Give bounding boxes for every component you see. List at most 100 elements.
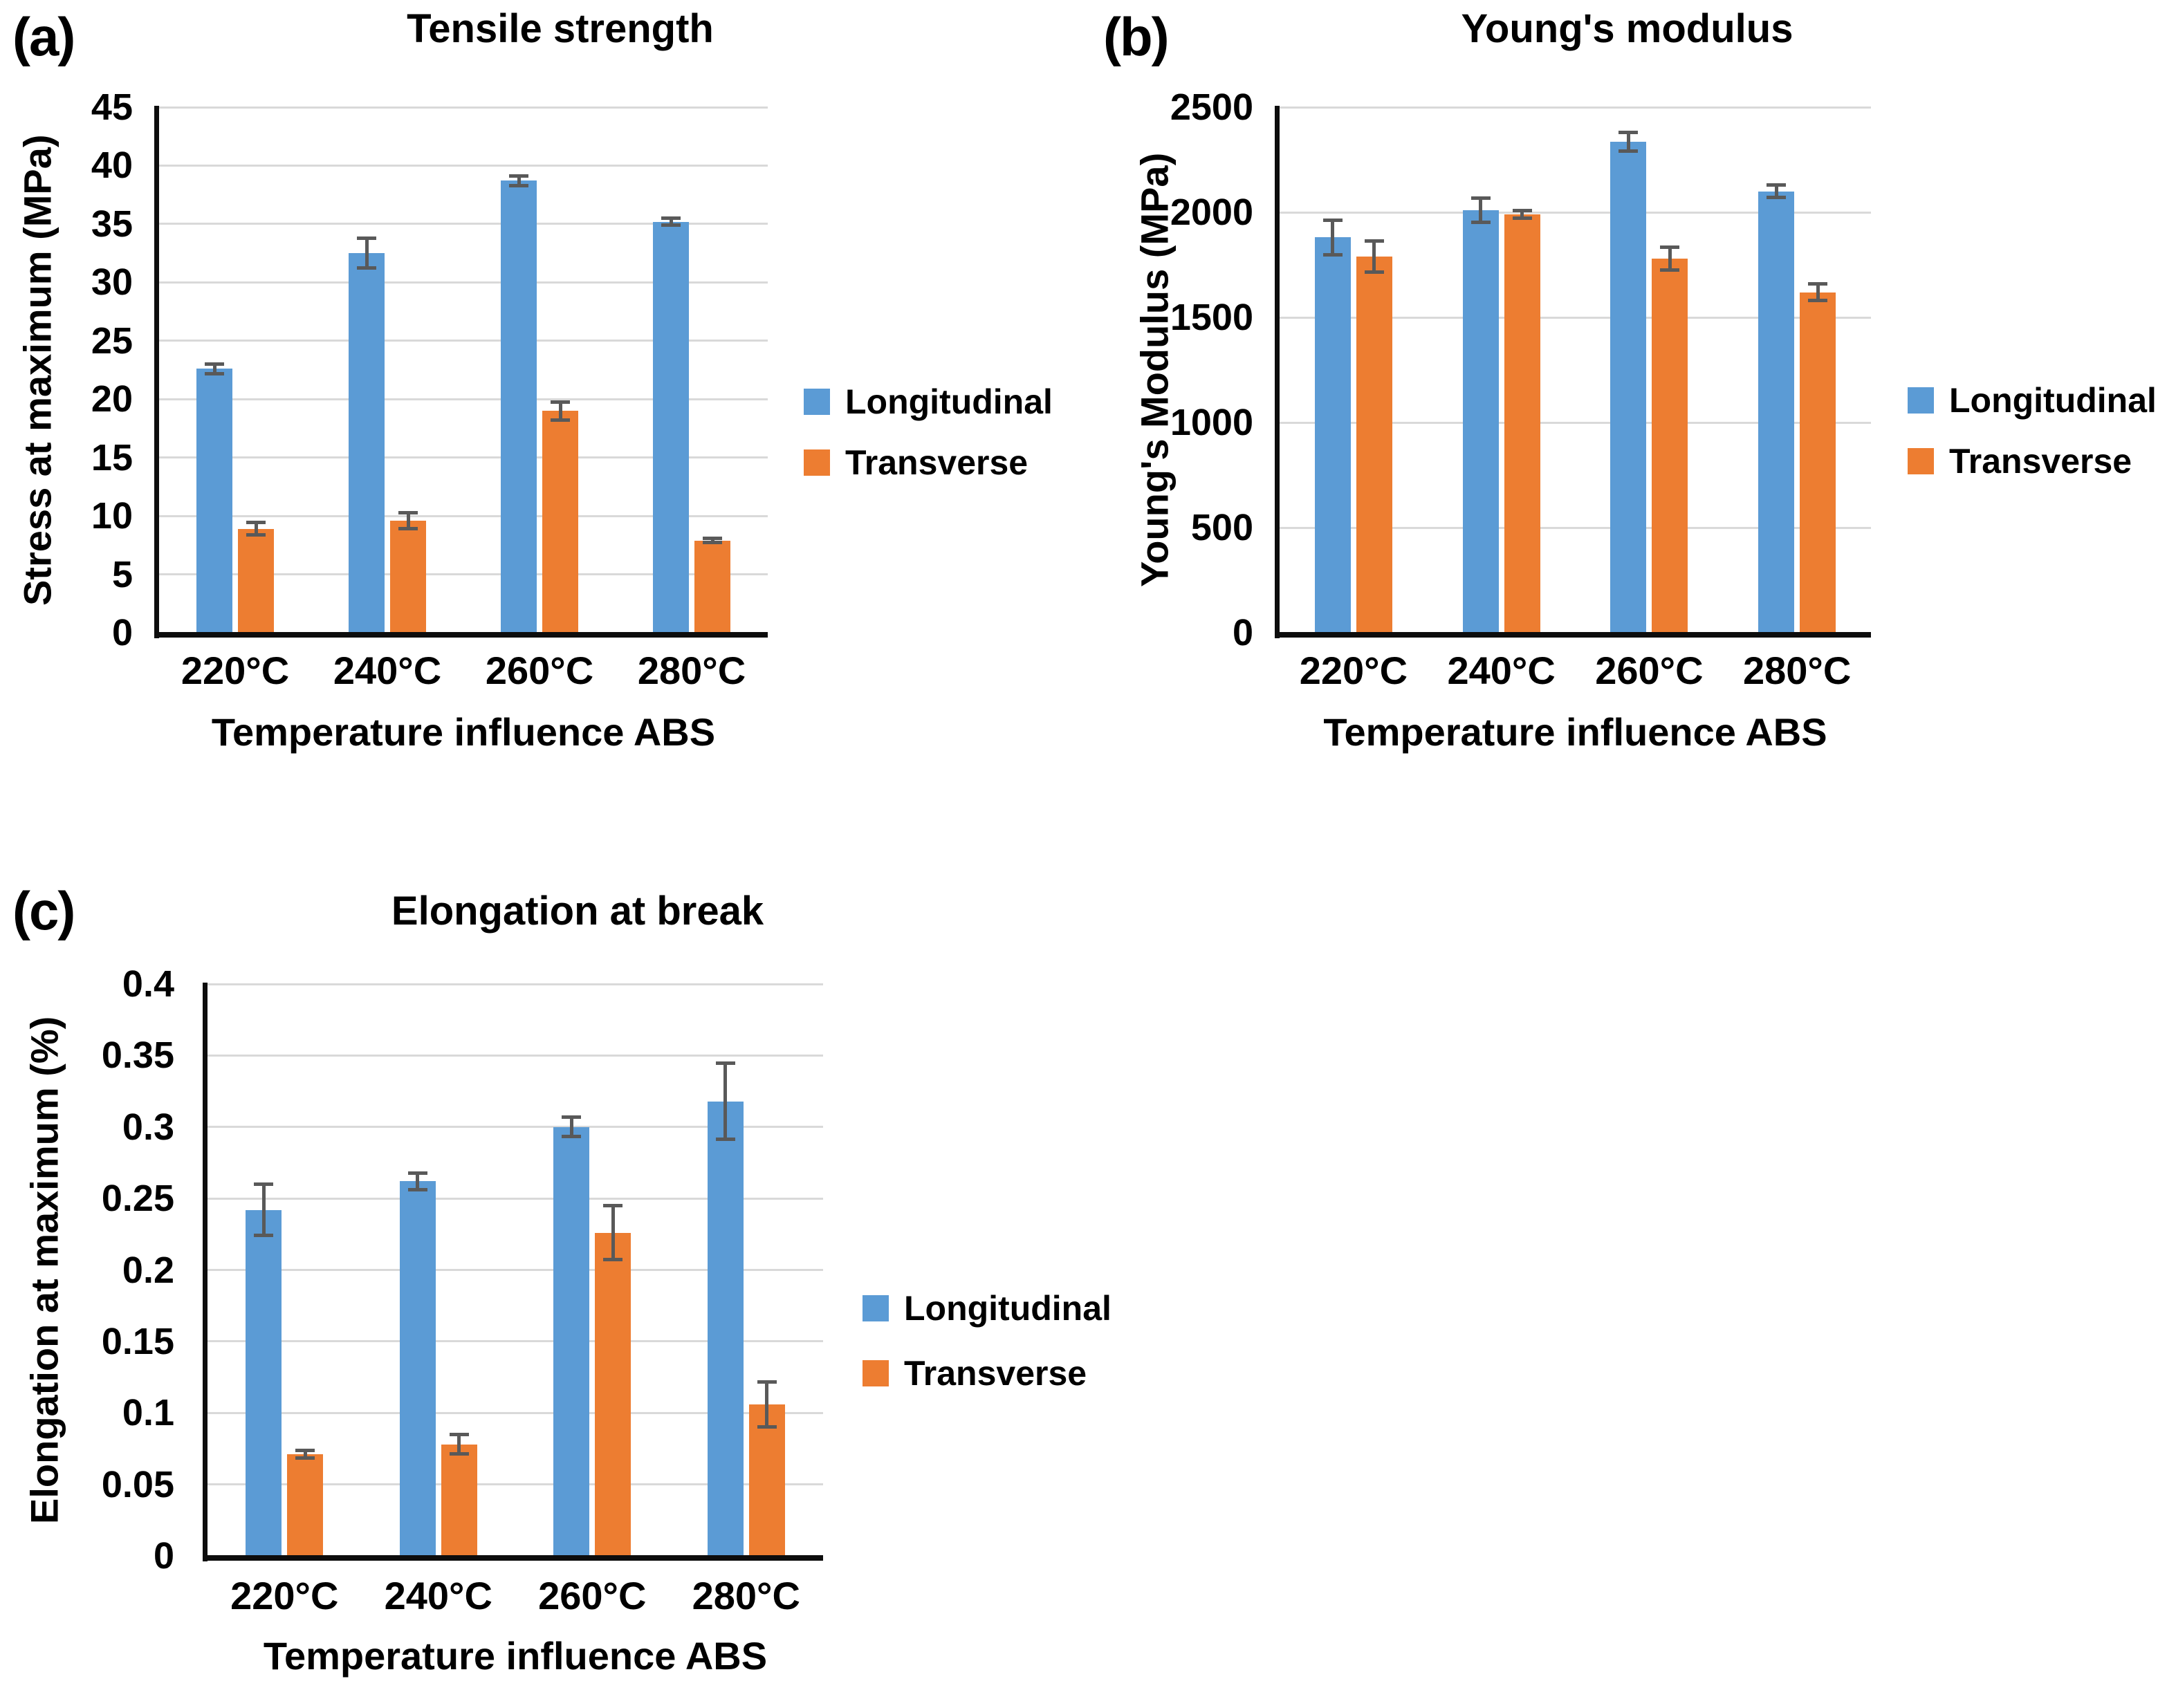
y-tick-0: 0: [153, 1535, 174, 1577]
error-bar-transverse-260c: [1668, 247, 1672, 270]
error-bar-cap-bottom-longitudinal-280c: [1767, 195, 1787, 199]
error-bar-cap-bottom-transverse-240c: [449, 1452, 469, 1456]
bar-longitudinal-280c: [707, 1101, 744, 1556]
error-bar-longitudinal-260c: [1626, 132, 1630, 151]
bar-transverse-240c: [390, 520, 426, 633]
bar-transverse-280c: [748, 1404, 785, 1556]
error-bar-cap-top-transverse-240c: [398, 511, 418, 515]
bar-longitudinal-280c: [653, 221, 689, 633]
chart-panel-youngs-modulus: (b) Young's modulus Young's Modulus (MPa…: [1079, 0, 2158, 837]
legend-label-transverse: Transverse: [845, 443, 1029, 482]
legend-label-transverse: Transverse: [904, 1354, 1087, 1393]
bar-longitudinal-260c: [1610, 142, 1647, 633]
error-bar-cap-bottom-transverse-280c: [703, 540, 722, 544]
error-bar-cap-top-transverse-240c: [1512, 208, 1532, 212]
error-bar-cap-top-transverse-260c: [603, 1204, 623, 1208]
error-bar-cap-bottom-longitudinal-220c: [1322, 253, 1343, 257]
bar-longitudinal-280c: [1758, 191, 1795, 633]
plot-area-c: [203, 983, 823, 1561]
legend-item-transverse: Transverse: [804, 443, 1028, 483]
x-axis-title-c: Temperature influence ABS: [263, 1634, 768, 1678]
x-tick-220c: 220°C: [230, 1574, 339, 1617]
y-tick-0: 0: [111, 612, 133, 653]
bar-longitudinal-240c: [349, 253, 385, 633]
error-bar-cap-top-transverse-260c: [1660, 245, 1680, 250]
y-tick-0.35: 0.35: [101, 1034, 174, 1077]
gridline-0.25: [208, 1197, 823, 1200]
error-bar-cap-bottom-longitudinal-240c: [1470, 221, 1491, 225]
error-bar-cap-bottom-longitudinal-260c: [509, 184, 528, 187]
gridline-0.4: [208, 983, 823, 985]
error-bar-cap-bottom-longitudinal-280c: [715, 1138, 735, 1142]
error-bar-transverse-280c: [765, 1381, 769, 1427]
bar-transverse-260c: [1652, 258, 1688, 633]
error-bar-longitudinal-260c: [569, 1117, 573, 1138]
error-bar-cap-top-longitudinal-280c: [661, 216, 681, 221]
legend-swatch-transverse: [863, 1360, 889, 1386]
error-bar-longitudinal-220c: [212, 363, 216, 374]
x-tick-280c: 280°C: [692, 1574, 800, 1617]
error-bar-longitudinal-260c: [517, 175, 521, 186]
y-tick-2000: 2000: [1170, 192, 1253, 233]
error-bar-cap-top-transverse-260c: [551, 400, 570, 404]
error-bar-cap-top-transverse-280c: [703, 537, 722, 541]
error-bar-cap-bottom-transverse-260c: [603, 1258, 623, 1262]
x-tick-240c: 240°C: [333, 649, 442, 692]
error-bar-cap-bottom-longitudinal-280c: [661, 223, 681, 227]
y-tick-0.3: 0.3: [122, 1106, 174, 1148]
error-bar-cap-top-transverse-280c: [757, 1380, 777, 1384]
error-bar-cap-top-longitudinal-280c: [1767, 183, 1787, 187]
legend-item-longitudinal: Longitudinal: [863, 1288, 1112, 1328]
y-tick-5: 5: [111, 553, 133, 595]
y-axis-line: [203, 983, 208, 1561]
error-bar-transverse-240c: [1520, 210, 1524, 219]
gridline-0.05: [208, 1483, 823, 1486]
gridline-20: [159, 398, 768, 400]
y-tick-30: 30: [91, 261, 133, 304]
error-bar-transverse-220c: [1372, 241, 1376, 272]
legend-label-longitudinal: Longitudinal: [904, 1289, 1112, 1328]
bar-longitudinal-260c: [501, 180, 537, 633]
gridline-0.35: [208, 1054, 823, 1057]
x-axis-line: [154, 632, 768, 638]
gridline-15: [159, 456, 768, 459]
error-bar-longitudinal-220c: [261, 1184, 266, 1236]
panel-label-c: (c): [12, 880, 75, 941]
x-tick-260c: 260°C: [538, 1574, 647, 1617]
error-bar-transverse-220c: [303, 1450, 307, 1459]
legend-swatch-longitudinal: [1908, 387, 1934, 414]
bar-transverse-240c: [441, 1444, 477, 1556]
error-bar-longitudinal-280c: [1774, 185, 1778, 198]
bar-transverse-260c: [595, 1232, 631, 1556]
y-tick-45: 45: [91, 86, 133, 128]
error-bar-cap-top-longitudinal-240c: [407, 1171, 427, 1175]
error-bar-cap-bottom-transverse-280c: [757, 1424, 777, 1429]
plot-area-a: [154, 106, 768, 638]
panel-label-a: (a): [12, 6, 75, 67]
bar-transverse-240c: [1504, 214, 1540, 633]
y-axis-line: [1275, 106, 1280, 638]
y-tick-0.15: 0.15: [101, 1320, 174, 1362]
error-bar-longitudinal-280c: [723, 1062, 728, 1140]
legend-swatch-transverse: [1908, 448, 1934, 474]
error-bar-cap-bottom-transverse-240c: [1512, 216, 1532, 221]
x-tick-240c: 240°C: [1447, 649, 1556, 692]
x-tick-260c: 260°C: [485, 649, 594, 692]
y-tick-2500: 2500: [1170, 86, 1253, 128]
error-bar-cap-bottom-transverse-260c: [551, 418, 570, 422]
error-bar-cap-bottom-longitudinal-260c: [562, 1135, 582, 1139]
error-bar-cap-top-longitudinal-220c: [254, 1182, 274, 1187]
error-bar-cap-bottom-longitudinal-260c: [1618, 149, 1639, 153]
bar-transverse-280c: [694, 540, 730, 633]
gridline-500: [1280, 526, 1871, 529]
error-bar-cap-top-transverse-220c: [1364, 239, 1384, 243]
error-bar-cap-top-longitudinal-220c: [205, 362, 224, 366]
error-bar-transverse-260c: [611, 1205, 615, 1261]
gridline-2500: [1280, 106, 1871, 109]
error-bar-cap-bottom-transverse-220c: [1364, 270, 1384, 274]
error-bar-transverse-280c: [710, 538, 714, 543]
y-tick-20: 20: [91, 378, 133, 420]
plot-area-b: [1275, 106, 1871, 638]
bar-longitudinal-220c: [1314, 237, 1351, 633]
y-tick-15: 15: [91, 436, 133, 479]
